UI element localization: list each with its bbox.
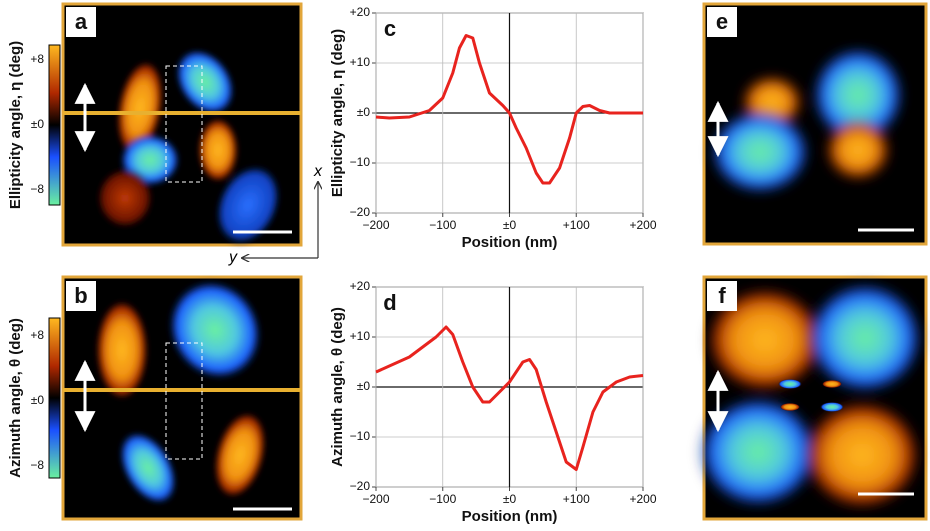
panel-label: f [718, 283, 726, 308]
y-tick-label: −20 [350, 205, 371, 219]
x-tick-label: −200 [362, 492, 389, 506]
x-tick-label: +100 [563, 218, 590, 232]
x-axis-label: Position (nm) [462, 508, 558, 525]
x-tick-label: +200 [629, 492, 656, 506]
panel-label: d [383, 290, 396, 315]
x-tick-label: +200 [629, 218, 656, 232]
y-tick-label: +10 [350, 55, 371, 69]
axis-name: y [228, 249, 238, 266]
axis-name: x [313, 163, 323, 180]
colorbar-tick: ±0 [31, 393, 45, 407]
y-tick-label: +20 [350, 5, 371, 19]
chart: +20 +10 ±0 −10 −20−200 −100 ±0 +100 +200 c Positio… [329, 5, 657, 251]
chart: +20 +10 ±0 −10 −20−200 −100 ±0 +100 +200 d Positio… [329, 279, 657, 525]
panel-e: e [702, 2, 928, 246]
panel-f: f [698, 275, 928, 521]
colorbar-tick: −8 [30, 458, 44, 472]
data-line [375, 34, 643, 185]
y-axis-label: Azimuth angle, θ (deg) [329, 307, 346, 467]
data-line [375, 325, 644, 471]
colorbar-tick: −8 [30, 182, 44, 196]
y-tick-label: −20 [350, 479, 371, 493]
y-tick-label: +10 [350, 329, 371, 343]
coordinate-axes: x y [228, 163, 323, 266]
y-tick-label: −10 [350, 155, 371, 169]
x-tick-label: ±0 [503, 218, 517, 232]
panel-label: e [716, 9, 728, 34]
x-tick-label: −100 [429, 218, 456, 232]
colorbar-tick: +8 [30, 328, 44, 342]
panel-label: b [74, 283, 87, 308]
colorbar-tick: +8 [30, 52, 44, 66]
panel-label: a [75, 9, 88, 34]
x-axis-label: Position (nm) [462, 234, 558, 251]
x-tick-label: +100 [563, 492, 590, 506]
panel-b: b +8 ±0 −8 Azimuth angle, θ (deg) [7, 275, 303, 521]
panel-label: c [384, 16, 396, 41]
colorbar-tick: ±0 [31, 117, 45, 131]
axis-label: Ellipticity angle, η (deg) [7, 41, 24, 209]
y-axis-label: Ellipticity angle, η (deg) [329, 29, 346, 197]
y-tick-label: ±0 [357, 379, 371, 393]
panel-a: a +8 ±0 −8 Ellipticity angle, η (deg) [7, 2, 303, 247]
line-charts: +20+10±0−10−20−200 −100 ±0 +100 +200cPositio… [329, 5, 657, 525]
y-tick-label: −10 [350, 429, 371, 443]
x-tick-label: ±0 [503, 492, 517, 506]
axis-label: Azimuth angle, θ (deg) [7, 318, 24, 478]
x-tick-label: −100 [429, 492, 456, 506]
y-tick-label: +20 [350, 279, 371, 293]
x-tick-label: −200 [362, 218, 389, 232]
y-tick-label: ±0 [357, 105, 371, 119]
